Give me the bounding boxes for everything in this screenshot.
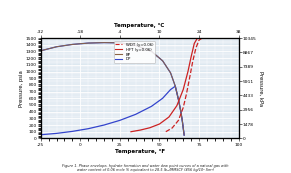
- Legend: WDT (y=0.06), HFT (y=0.06), BP, DP: WDT (y=0.06), HFT (y=0.06), BP, DP: [114, 41, 155, 63]
- Text: Figure 1. Phase envelope, hydrate formation and water dew point curves of a natu: Figure 1. Phase envelope, hydrate format…: [62, 163, 229, 172]
- X-axis label: Temperature, °F: Temperature, °F: [115, 149, 165, 154]
- Y-axis label: Pressure, kPa: Pressure, kPa: [258, 71, 263, 106]
- X-axis label: Temperature, °C: Temperature, °C: [114, 23, 165, 28]
- Y-axis label: Pressure, psia: Pressure, psia: [19, 70, 24, 107]
